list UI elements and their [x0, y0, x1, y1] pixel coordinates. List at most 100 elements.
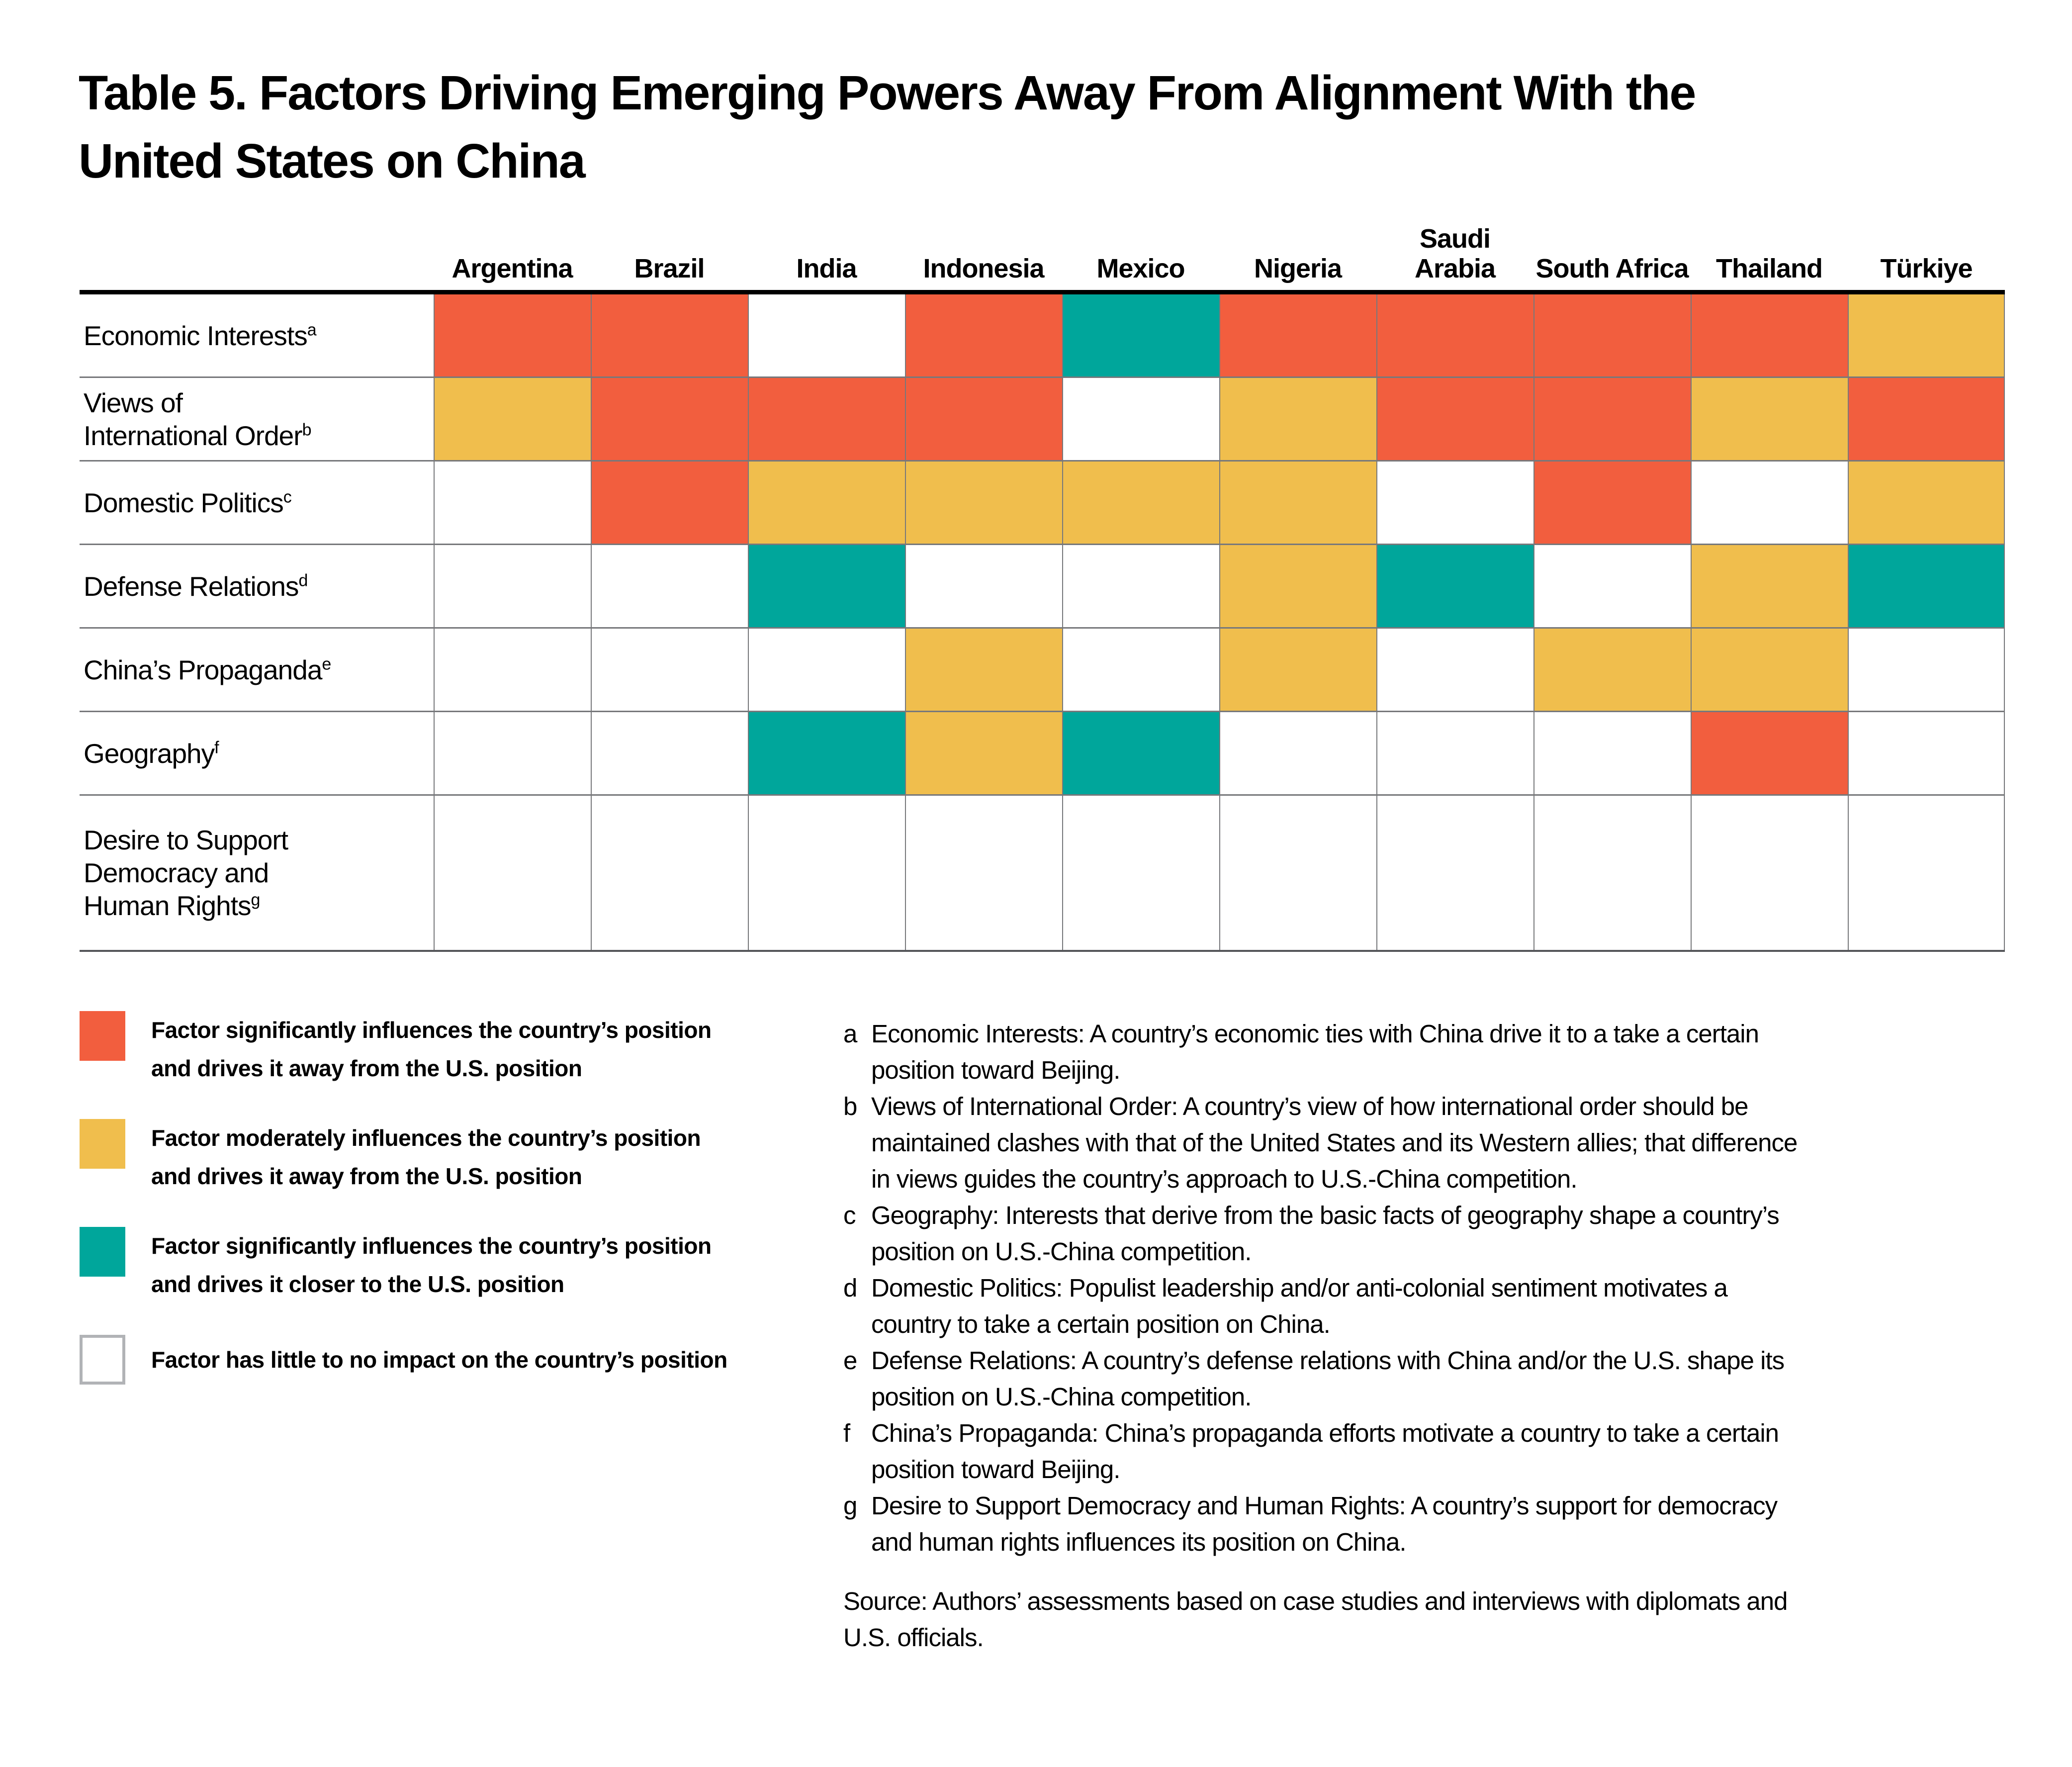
heatmap-cell — [1062, 462, 1219, 544]
footnote-item: f China’s Propaganda: China’s propaganda … — [843, 1415, 2067, 1488]
heatmap-cell — [1848, 796, 2005, 950]
heatmap-cell — [591, 545, 748, 627]
heatmap-cell — [1219, 712, 1376, 794]
footnote-letter: d — [843, 1274, 857, 1302]
heatmap-cell — [1062, 629, 1219, 711]
heatmap-cell — [1062, 378, 1219, 460]
heatmap-cell — [905, 545, 1062, 627]
heatmap-cell — [1691, 294, 1848, 376]
footnote-text: Desire to Support Democracy and Human Ri… — [871, 1491, 1778, 1556]
footnote-letter: g — [843, 1491, 857, 1520]
heatmap-cell — [905, 629, 1062, 711]
heatmap-cell — [591, 294, 748, 376]
legend-item: Factor has little to no impact on the co… — [80, 1335, 835, 1385]
footnote-item: e Defense Relations: A country’s defense … — [843, 1342, 2067, 1415]
heatmap-cell — [434, 545, 591, 627]
heatmap-cell — [434, 712, 591, 794]
column-header: Thailand — [1715, 254, 1823, 283]
heatmap-cell — [1691, 462, 1848, 544]
heatmap-cell — [1062, 545, 1219, 627]
footnote-text: Economic Interests: A country’s economic… — [871, 1020, 1759, 1084]
footnote-item: g Desire to Support Democracy and Human R… — [843, 1488, 2067, 1560]
source-text: Source: Authors’ assessments based on ca… — [843, 1587, 1788, 1652]
heatmap-cell — [1691, 378, 1848, 460]
heatmap-cell — [1376, 796, 1533, 950]
heatmap-cell — [1533, 294, 1691, 376]
legend-item: Factor significantly influences the coun… — [80, 1011, 835, 1088]
heatmap-cell — [1848, 378, 2005, 460]
footnote-text: Geography: Interests that derive from th… — [871, 1201, 1780, 1266]
legend-swatch-none — [80, 1335, 125, 1385]
heatmap-cell — [591, 712, 748, 794]
heatmap-cell — [1376, 629, 1533, 711]
column-header: Nigeria — [1254, 254, 1342, 283]
heatmap-cell — [591, 796, 748, 950]
column-header: Mexico — [1096, 254, 1185, 283]
column-header: Indonesia — [923, 254, 1044, 283]
heatmap-cell — [1219, 378, 1376, 460]
row-label: Views of International Orderb — [84, 387, 312, 451]
heatmap-cell — [1848, 712, 2005, 794]
footnote-letter: a — [843, 1020, 857, 1048]
heatmap-cell — [1219, 629, 1376, 711]
legend-label: Factor moderately influences the country… — [151, 1125, 701, 1189]
legend-label: Factor significantly influences the coun… — [151, 1233, 712, 1297]
heatmap-cell — [1848, 462, 2005, 544]
factors-table: Argentina Brazil India Indonesia Mexico Niger… — [80, 221, 2005, 952]
table-row: Geographyf — [80, 712, 2005, 796]
heatmap-cell — [434, 294, 591, 376]
heatmap-cell — [905, 796, 1062, 950]
heatmap-cell — [1848, 629, 2005, 711]
heatmap-cell — [1691, 712, 1848, 794]
footnote-letter: e — [843, 1346, 857, 1375]
heatmap-cell — [748, 545, 905, 627]
column-header: South Africa — [1535, 254, 1689, 283]
table-body: Economic Interestsa Views of Internationa… — [80, 290, 2005, 952]
table-row: Economic Interestsa — [80, 294, 2005, 378]
footnote-letter: c — [843, 1201, 856, 1229]
footnote-item: b Views of International Order: A country… — [843, 1088, 2067, 1197]
footnote-item: a Economic Interests: A country’s economi… — [843, 1016, 2067, 1088]
table-row: Domestic Politicsc — [80, 462, 2005, 545]
heatmap-cell — [1376, 545, 1533, 627]
table-row: Defense Relationsd — [80, 545, 2005, 629]
legend-swatch-sig-closer — [80, 1227, 125, 1277]
legend: Factor significantly influences the coun… — [80, 1011, 835, 1416]
row-label: Economic Interestsa — [84, 320, 317, 351]
heatmap-cell — [905, 712, 1062, 794]
column-header: Brazil — [634, 254, 705, 283]
heatmap-cell — [591, 378, 748, 460]
heatmap-cell — [1376, 294, 1533, 376]
heatmap-cell — [1533, 629, 1691, 711]
footnote-text: Domestic Politics: Populist leadership a… — [871, 1274, 1728, 1338]
heatmap-cell — [1848, 294, 2005, 376]
footnote-text: China’s Propaganda: China’s propaganda e… — [871, 1419, 1779, 1484]
heatmap-cell — [905, 294, 1062, 376]
heatmap-cell — [1533, 796, 1691, 950]
heatmap-cell — [591, 462, 748, 544]
column-header: India — [796, 254, 857, 283]
row-label: China’s Propagandae — [84, 654, 331, 685]
heatmap-cell — [1219, 462, 1376, 544]
heatmap-cell — [434, 629, 591, 711]
footnote-letter: f — [843, 1419, 850, 1447]
heatmap-cell — [905, 462, 1062, 544]
legend-item: Factor moderately influences the country… — [80, 1119, 835, 1196]
footnote-text: Defense Relations: A country’s defense r… — [871, 1346, 1785, 1411]
heatmap-cell — [1376, 712, 1533, 794]
footnote-text: Views of International Order: A country’… — [871, 1092, 1798, 1193]
heatmap-cell — [434, 462, 591, 544]
column-header: Argentina — [451, 254, 573, 283]
heatmap-cell — [1533, 545, 1691, 627]
heatmap-cell — [1691, 545, 1848, 627]
heatmap-cell — [1219, 294, 1376, 376]
page-title: Table 5. Factors Driving Emerging Powers… — [79, 66, 1696, 188]
legend-label: Factor has little to no impact on the co… — [151, 1346, 727, 1373]
table-row: Desire to Support Democracy and Human Ri… — [80, 796, 2005, 950]
footnote-item: d Domestic Politics: Populist leadership … — [843, 1270, 2067, 1342]
heatmap-cell — [434, 796, 591, 950]
legend-swatch-mod-away — [80, 1119, 125, 1169]
heatmap-cell — [1219, 796, 1376, 950]
column-header: Saudi Arabia — [1414, 224, 1496, 283]
heatmap-cell — [1533, 462, 1691, 544]
